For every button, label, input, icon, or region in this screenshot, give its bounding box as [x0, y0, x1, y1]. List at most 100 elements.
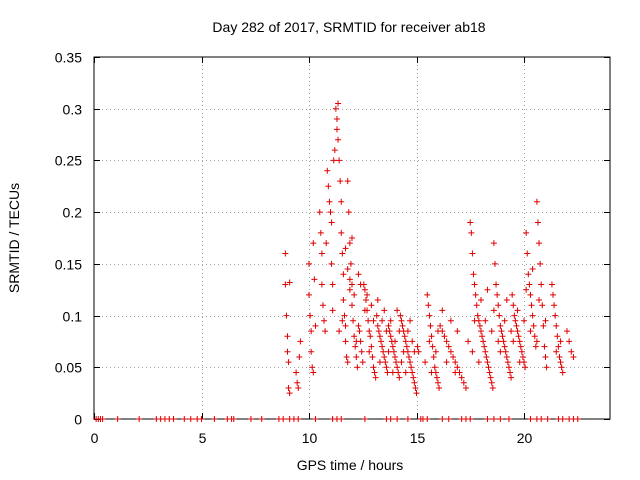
data-point [355, 271, 362, 278]
y-tick-label: 0 [74, 412, 82, 428]
data-point [435, 379, 441, 386]
data-point [312, 416, 319, 422]
data-point [484, 286, 491, 293]
data-point [398, 359, 405, 366]
data-point [447, 317, 454, 324]
data-point [339, 317, 346, 324]
data-point [390, 348, 397, 355]
data-point [336, 328, 343, 335]
data-point [452, 369, 459, 376]
data-point [552, 312, 559, 319]
x-tick-label: 10 [302, 430, 318, 446]
data-point [501, 343, 508, 350]
data-point [513, 322, 520, 329]
data-point [383, 364, 390, 371]
data-point [355, 322, 362, 329]
data-point [357, 281, 364, 288]
data-point [387, 416, 394, 422]
data-point [392, 353, 398, 360]
data-point [340, 271, 347, 278]
data-point [358, 348, 365, 355]
data-point [376, 359, 383, 366]
data-point [551, 302, 558, 309]
data-point [527, 291, 534, 298]
data-point [370, 317, 377, 324]
data-point [397, 312, 404, 319]
data-point [528, 302, 535, 309]
data-point [471, 317, 478, 324]
data-point [389, 369, 396, 376]
data-point [344, 359, 351, 366]
data-point [400, 348, 407, 355]
data-point [542, 317, 549, 324]
data-point [424, 291, 431, 298]
data-point [335, 100, 342, 107]
data-point [568, 348, 575, 355]
data-point [396, 328, 403, 335]
data-point [486, 369, 493, 376]
data-point [473, 302, 480, 309]
data-point [505, 416, 512, 422]
data-point [99, 416, 106, 422]
data-point [422, 359, 429, 366]
data-point [394, 364, 401, 371]
x-tick-label: 0 [91, 430, 99, 446]
data-point [470, 271, 477, 278]
data-point [566, 338, 573, 345]
data-point [532, 343, 539, 350]
data-point [286, 279, 293, 286]
data-point [389, 343, 396, 350]
data-point [325, 183, 332, 190]
data-point [376, 333, 383, 340]
data-point [516, 338, 523, 345]
data-point [394, 307, 401, 314]
data-point [345, 209, 352, 216]
data-point [439, 416, 446, 422]
data-point [468, 229, 475, 236]
data-point [536, 240, 543, 247]
data-point [367, 333, 374, 340]
data-point [514, 307, 521, 314]
data-point [447, 348, 454, 355]
axis-ticks: 0 5 10 15 20 0 0.05 0.1 0.15 0.2 0.25 0.3 0.35 [55, 50, 610, 446]
data-point [441, 333, 448, 340]
data-point [483, 353, 490, 360]
data-point [429, 343, 436, 350]
data-point [374, 322, 381, 329]
data-point [375, 328, 382, 335]
data-point [521, 317, 527, 324]
data-point [170, 416, 177, 422]
data-point [534, 219, 541, 226]
data-point [432, 348, 439, 355]
data-point [413, 390, 420, 397]
data-point [433, 374, 440, 381]
data-point [405, 353, 412, 360]
data-point [411, 379, 418, 386]
y-tick-label: 0.3 [63, 102, 83, 118]
data-point [211, 416, 218, 422]
data-point [350, 317, 357, 324]
data-point [517, 343, 524, 350]
data-point [519, 353, 526, 360]
data-point [319, 302, 326, 309]
data-point [503, 297, 510, 304]
data-point [503, 353, 510, 360]
data-point [462, 384, 469, 391]
data-point [509, 291, 516, 298]
data-point [412, 384, 419, 391]
data-point [356, 328, 363, 335]
data-point [326, 198, 333, 205]
data-point [344, 266, 351, 273]
data-point [198, 416, 205, 422]
data-point [411, 348, 418, 355]
data-point [533, 198, 540, 205]
data-point [574, 416, 581, 422]
data-point [475, 359, 482, 366]
data-point [478, 328, 484, 335]
data-point [362, 297, 369, 304]
data-point [285, 384, 292, 391]
data-point [368, 343, 375, 350]
data-point [361, 286, 368, 293]
data-point [538, 416, 545, 422]
data-point [338, 416, 345, 422]
